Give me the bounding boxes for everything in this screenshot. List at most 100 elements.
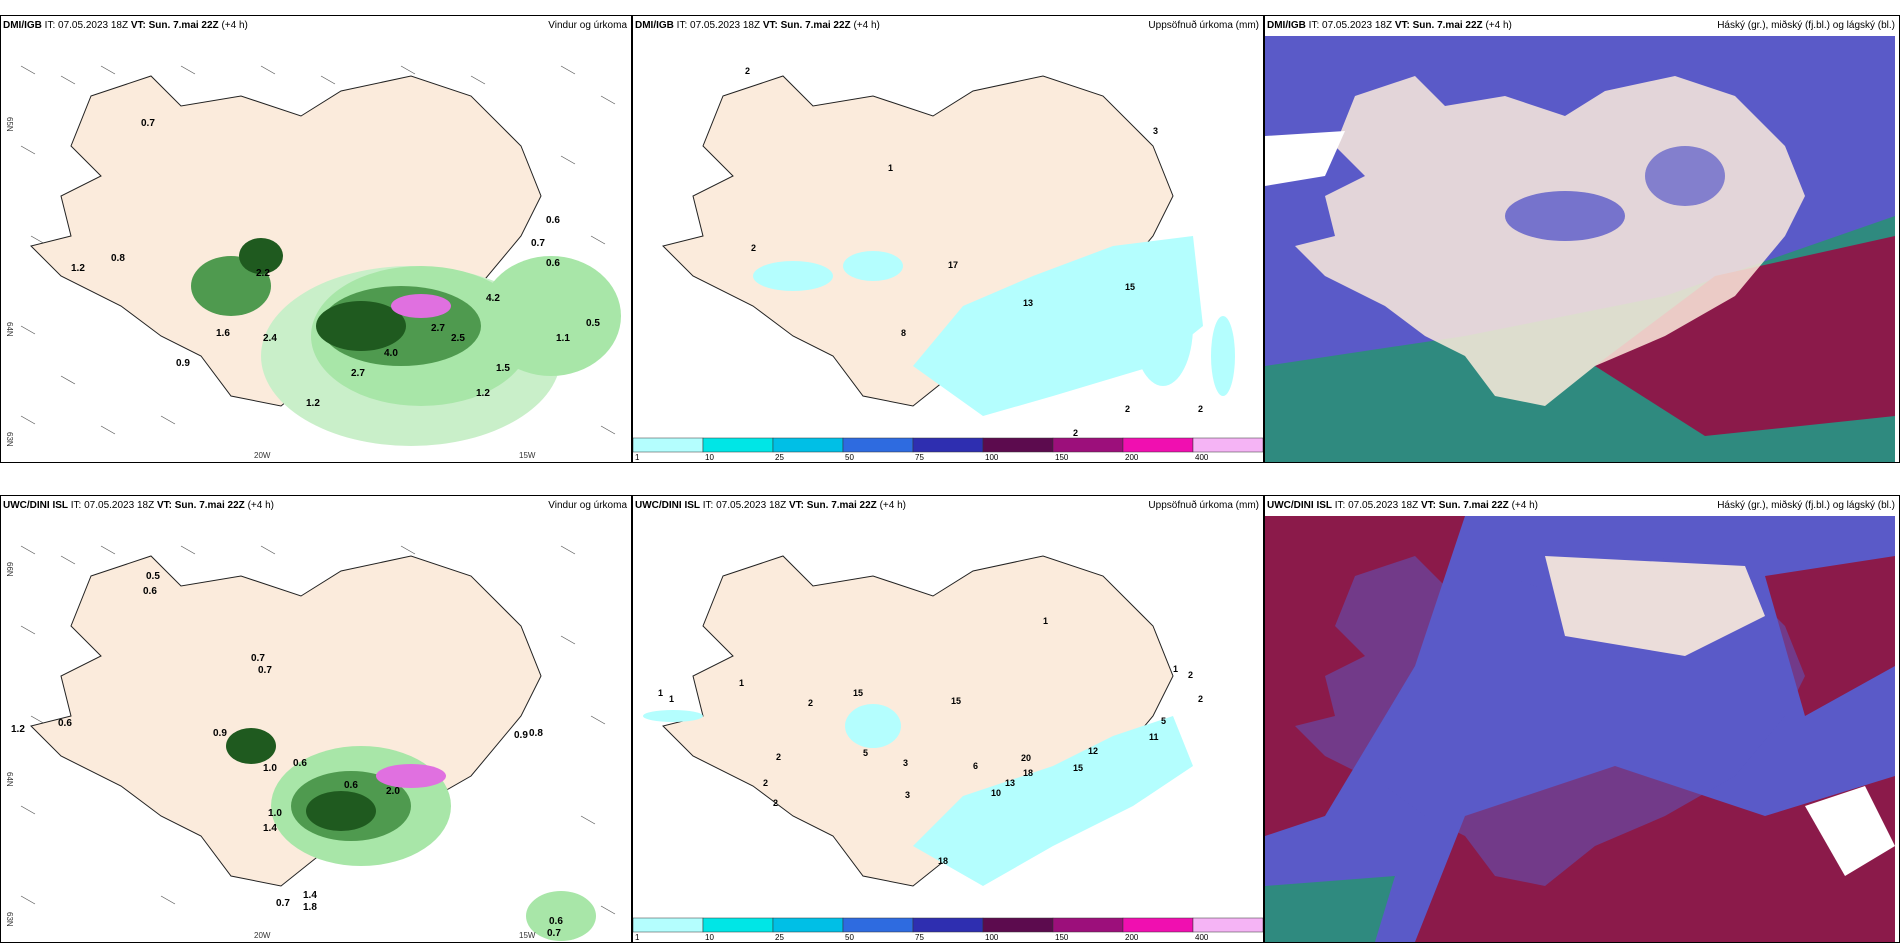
svg-text:2: 2	[1073, 428, 1078, 438]
legend-label: 10	[705, 933, 714, 942]
panel-header: UWC/DINI ISL IT: 07.05.2023 18Z VT: Sun.…	[1265, 496, 1899, 516]
precip-areas	[643, 704, 1193, 886]
svg-text:0.5: 0.5	[586, 318, 600, 329]
panel-header: DMI/IGB IT: 07.05.2023 18Z VT: Sun. 7.ma…	[1265, 16, 1899, 36]
svg-text:0.9: 0.9	[514, 730, 528, 741]
svg-text:18: 18	[1023, 768, 1033, 778]
legend-label: 75	[915, 933, 924, 942]
svg-text:1: 1	[739, 678, 744, 688]
legend-swatch	[912, 437, 984, 453]
legend-label: 100	[985, 933, 999, 942]
legend-swatch	[633, 437, 704, 453]
svg-text:0.6: 0.6	[58, 718, 72, 729]
legend-swatch	[633, 917, 704, 933]
svg-text:3: 3	[905, 790, 910, 800]
panel-header: DMI/IGB IT: 07.05.2023 18Z VT: Sun. 7.ma…	[1, 16, 631, 36]
svg-text:4.0: 4.0	[384, 348, 398, 359]
legend-swatch	[772, 917, 844, 933]
legend-label: 25	[775, 933, 784, 942]
lon-label: 20W	[254, 451, 271, 460]
svg-text:2.2: 2.2	[256, 268, 270, 279]
legend-swatch	[842, 917, 914, 933]
legend-label: 1	[635, 453, 640, 462]
legend-label: 200	[1125, 933, 1139, 942]
wind-precip-map[interactable]: 0.7 1.2 0.8 0.6 0.7 0.6 0.5 1.6 2.4 0.9 …	[1, 36, 631, 462]
panel-title: Uppsöfnuð úrkoma (mm)	[1148, 500, 1259, 511]
panel-uwc-clouds: UWC/DINI ISL IT: 07.05.2023 18Z VT: Sun.…	[1264, 495, 1900, 943]
svg-text:0.5: 0.5	[146, 571, 160, 582]
svg-text:0.6: 0.6	[143, 586, 157, 597]
precip-values: 0.5 0.6 0.7 0.7 1.2 0.6 0.9 1.0 0.6 0.6 …	[11, 571, 563, 939]
legend-swatch	[1192, 917, 1263, 933]
svg-text:2.7: 2.7	[431, 323, 445, 334]
svg-text:2: 2	[1188, 670, 1193, 680]
panel-header: DMI/IGB IT: 07.05.2023 18Z VT: Sun. 7.ma…	[633, 16, 1263, 36]
svg-text:0.6: 0.6	[549, 916, 563, 927]
svg-text:0.8: 0.8	[111, 253, 125, 264]
svg-text:15: 15	[1125, 282, 1135, 292]
accum-precip-map[interactable]: 1 1 1 2 5 3 15 15 1 2 2 2 6 10 13 20 18 …	[633, 516, 1263, 922]
legend-swatch	[1192, 437, 1263, 453]
legend-swatch	[1052, 917, 1124, 933]
svg-text:2: 2	[773, 798, 778, 808]
svg-text:0.9: 0.9	[176, 358, 190, 369]
svg-text:0.6: 0.6	[344, 780, 358, 791]
legend-swatch	[702, 917, 774, 933]
svg-text:2: 2	[808, 698, 813, 708]
svg-text:2: 2	[763, 778, 768, 788]
legend-swatch	[912, 917, 984, 933]
svg-text:15: 15	[951, 696, 961, 706]
precip-areas	[226, 728, 596, 941]
panel-title: Vindur og úrkoma	[548, 500, 627, 511]
svg-text:0.6: 0.6	[546, 258, 560, 269]
wind-barbs	[20, 65, 616, 435]
precip-areas	[753, 236, 1235, 416]
legend-label: 1	[635, 933, 640, 942]
svg-text:0.7: 0.7	[547, 928, 561, 939]
panel-uwc-wind: UWC/DINI ISL IT: 07.05.2023 18Z VT: Sun.…	[0, 495, 632, 943]
svg-text:0.7: 0.7	[251, 653, 265, 664]
lon-label: 15W	[519, 451, 536, 460]
legend-label: 400	[1195, 933, 1209, 942]
svg-text:3: 3	[1153, 126, 1158, 136]
precip-legend: 1 10 25 50 75 100 150 200 400	[633, 916, 1263, 942]
wind-precip-map[interactable]: 0.5 0.6 0.7 0.7 1.2 0.6 0.9 1.0 0.6 0.6 …	[1, 516, 631, 942]
svg-text:6: 6	[973, 761, 978, 771]
svg-text:8: 8	[901, 328, 906, 338]
legend-bar: 1 10 25 50 75 100 150 200 400	[633, 437, 1263, 462]
svg-text:0.7: 0.7	[258, 665, 272, 676]
accum-precip-map[interactable]: 2 1 2 17 8 3 13 15 2 2 2	[633, 36, 1263, 442]
svg-text:2.5: 2.5	[451, 333, 465, 344]
legend-swatch	[982, 917, 1054, 933]
lat-label: 66N	[5, 562, 14, 577]
svg-text:1.8: 1.8	[303, 902, 317, 913]
panel-header: UWC/DINI ISL IT: 07.05.2023 18Z VT: Sun.…	[1, 496, 631, 516]
svg-text:13: 13	[1005, 778, 1015, 788]
svg-text:5: 5	[1161, 716, 1166, 726]
legend-swatch	[982, 437, 1054, 453]
svg-text:2: 2	[1198, 404, 1203, 414]
legend-swatch	[772, 437, 844, 453]
legend-swatch	[1052, 437, 1124, 453]
svg-text:1.5: 1.5	[496, 363, 510, 374]
svg-text:2: 2	[1125, 404, 1130, 414]
precip-areas	[191, 238, 621, 446]
cloud-map[interactable]	[1265, 36, 1895, 462]
lat-label: 64N	[5, 322, 14, 337]
svg-text:17: 17	[948, 260, 958, 270]
cloud-map[interactable]	[1265, 516, 1895, 942]
svg-text:10: 10	[991, 788, 1001, 798]
svg-text:1.2: 1.2	[306, 398, 320, 409]
panel-header: UWC/DINI ISL IT: 07.05.2023 18Z VT: Sun.…	[633, 496, 1263, 516]
svg-text:0.6: 0.6	[293, 758, 307, 769]
legend-label: 50	[845, 453, 854, 462]
svg-text:0.7: 0.7	[276, 898, 290, 909]
legend-swatch	[842, 437, 914, 453]
legend-swatch	[702, 437, 774, 453]
svg-text:0.7: 0.7	[531, 238, 545, 249]
svg-text:1: 1	[1043, 616, 1048, 626]
legend-bar: 1 10 25 50 75 100 150 200 400	[633, 917, 1263, 942]
svg-text:4.2: 4.2	[486, 293, 500, 304]
panel-dmi-clouds: DMI/IGB IT: 07.05.2023 18Z VT: Sun. 7.ma…	[1264, 15, 1900, 463]
legend-label: 100	[985, 453, 999, 462]
